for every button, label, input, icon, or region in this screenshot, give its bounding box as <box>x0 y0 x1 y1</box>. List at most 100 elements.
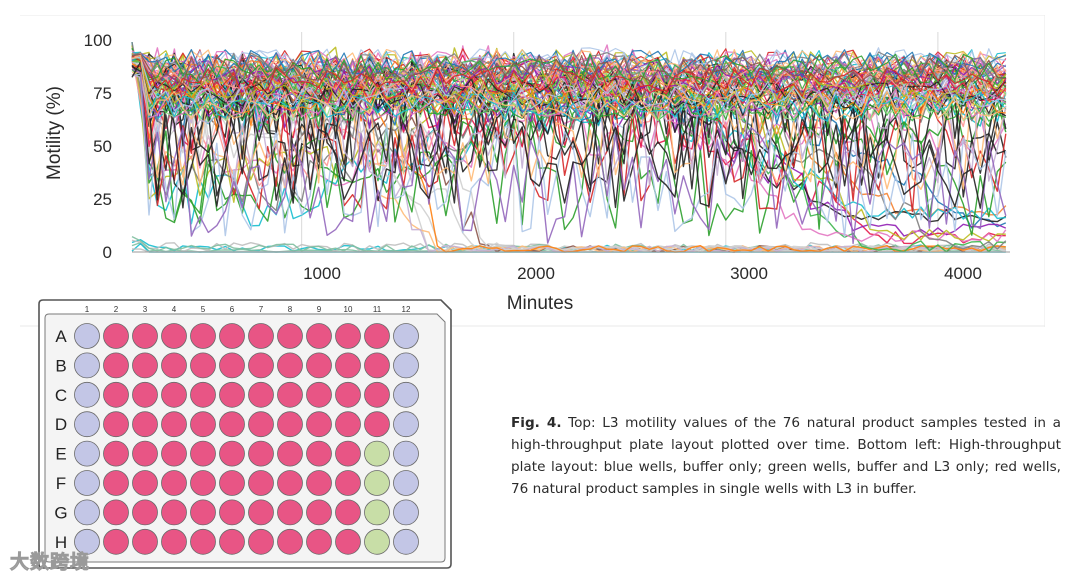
watermark-text: 大数跨境 <box>10 551 91 574</box>
plate-column-label: 12 <box>402 305 411 314</box>
plate-well <box>74 528 100 555</box>
plate-well <box>103 470 129 496</box>
series-line <box>131 48 1006 80</box>
plate-well <box>364 499 390 526</box>
plate-row-label: C <box>55 386 67 405</box>
plate-well <box>132 528 158 555</box>
plate-well <box>103 440 129 467</box>
plate-well <box>364 528 390 555</box>
plate-row-label: G <box>54 503 67 522</box>
plate-well <box>248 528 274 555</box>
plate-wells <box>74 323 419 555</box>
plate-well <box>219 323 245 349</box>
series-line <box>131 56 1007 122</box>
plate-well <box>103 352 129 379</box>
plate-well <box>74 323 100 349</box>
plate-well <box>190 381 216 408</box>
series-line <box>131 55 1007 97</box>
series-line <box>131 53 1006 85</box>
plate-well <box>277 440 303 467</box>
plate-well <box>132 352 158 379</box>
plate-well <box>161 323 187 349</box>
series-line <box>131 68 1007 237</box>
plate-well <box>132 381 158 408</box>
plate-well <box>190 411 216 438</box>
plate-well <box>132 440 158 467</box>
plate-well <box>161 381 187 408</box>
plate-well <box>219 440 245 467</box>
plate-well <box>393 528 419 555</box>
plate-well <box>393 381 419 408</box>
plate-well <box>103 499 129 526</box>
plate-well <box>335 323 361 349</box>
x-tick-labels: 1000 2000 3000 4000 <box>303 264 982 283</box>
plate-well <box>161 470 187 496</box>
plate-well <box>306 411 332 438</box>
series-line <box>131 52 1006 115</box>
plate-well <box>306 381 332 408</box>
caption-label: Fig. 4. <box>511 415 562 431</box>
plate-well <box>335 499 361 526</box>
plate-well <box>132 411 158 438</box>
y-tick-label: 0 <box>103 243 112 262</box>
plate-well <box>219 352 245 379</box>
plate-well <box>219 381 245 408</box>
series-lines <box>131 41 1007 253</box>
plate-well <box>306 352 332 379</box>
y-tick-label: 50 <box>93 137 112 156</box>
caption-text: Top: L3 motility values of the 76 natura… <box>511 415 1061 497</box>
plate-well <box>219 499 245 526</box>
plate-well <box>335 528 361 555</box>
plate-column-label: 8 <box>288 305 293 314</box>
plate-well <box>103 411 129 438</box>
plate-well <box>393 440 419 467</box>
plate-well <box>248 470 274 496</box>
plate-row-label: E <box>55 445 66 464</box>
y-tick-label: 100 <box>84 31 112 50</box>
figure-caption: Fig. 4. Top: L3 motility values of the 7… <box>511 412 1061 500</box>
y-tick-label: 25 <box>93 190 112 209</box>
plate-column-label: 4 <box>172 305 177 314</box>
plate-well <box>335 352 361 379</box>
x-axis-title: Minutes <box>507 293 574 314</box>
plate-well <box>248 352 274 379</box>
plate-row-label: B <box>55 356 66 375</box>
plate-well <box>335 381 361 408</box>
plate-well <box>277 411 303 438</box>
series-line <box>131 52 1007 104</box>
plate-well <box>248 381 274 408</box>
plate-well <box>393 411 419 438</box>
y-tick-labels: 0 25 50 75 100 <box>84 31 112 262</box>
plate-well <box>74 411 100 438</box>
plate-well <box>248 323 274 349</box>
plate-well <box>277 528 303 555</box>
plate-well <box>277 470 303 496</box>
plate-column-label: 3 <box>143 305 148 314</box>
plate-well <box>335 411 361 438</box>
plate-well <box>219 528 245 555</box>
plate-well <box>306 323 332 349</box>
plate-well <box>393 323 419 349</box>
plate-well <box>364 470 390 496</box>
plate-well <box>161 411 187 438</box>
plate-well <box>306 499 332 526</box>
plate-well <box>393 499 419 526</box>
plate-well <box>74 440 100 467</box>
plate-well <box>132 470 158 496</box>
plate-well <box>277 381 303 408</box>
plate-well <box>306 440 332 467</box>
plate-well <box>277 352 303 379</box>
plate-column-label: 2 <box>114 305 119 314</box>
plate-well <box>335 440 361 467</box>
plate-well <box>190 440 216 467</box>
plate-row-label: A <box>55 327 67 346</box>
plate-well <box>103 381 129 408</box>
plate-well <box>190 323 216 349</box>
series-line <box>131 56 1006 112</box>
plate-well <box>190 499 216 526</box>
series-line <box>131 53 1007 95</box>
series-line <box>131 68 1007 245</box>
